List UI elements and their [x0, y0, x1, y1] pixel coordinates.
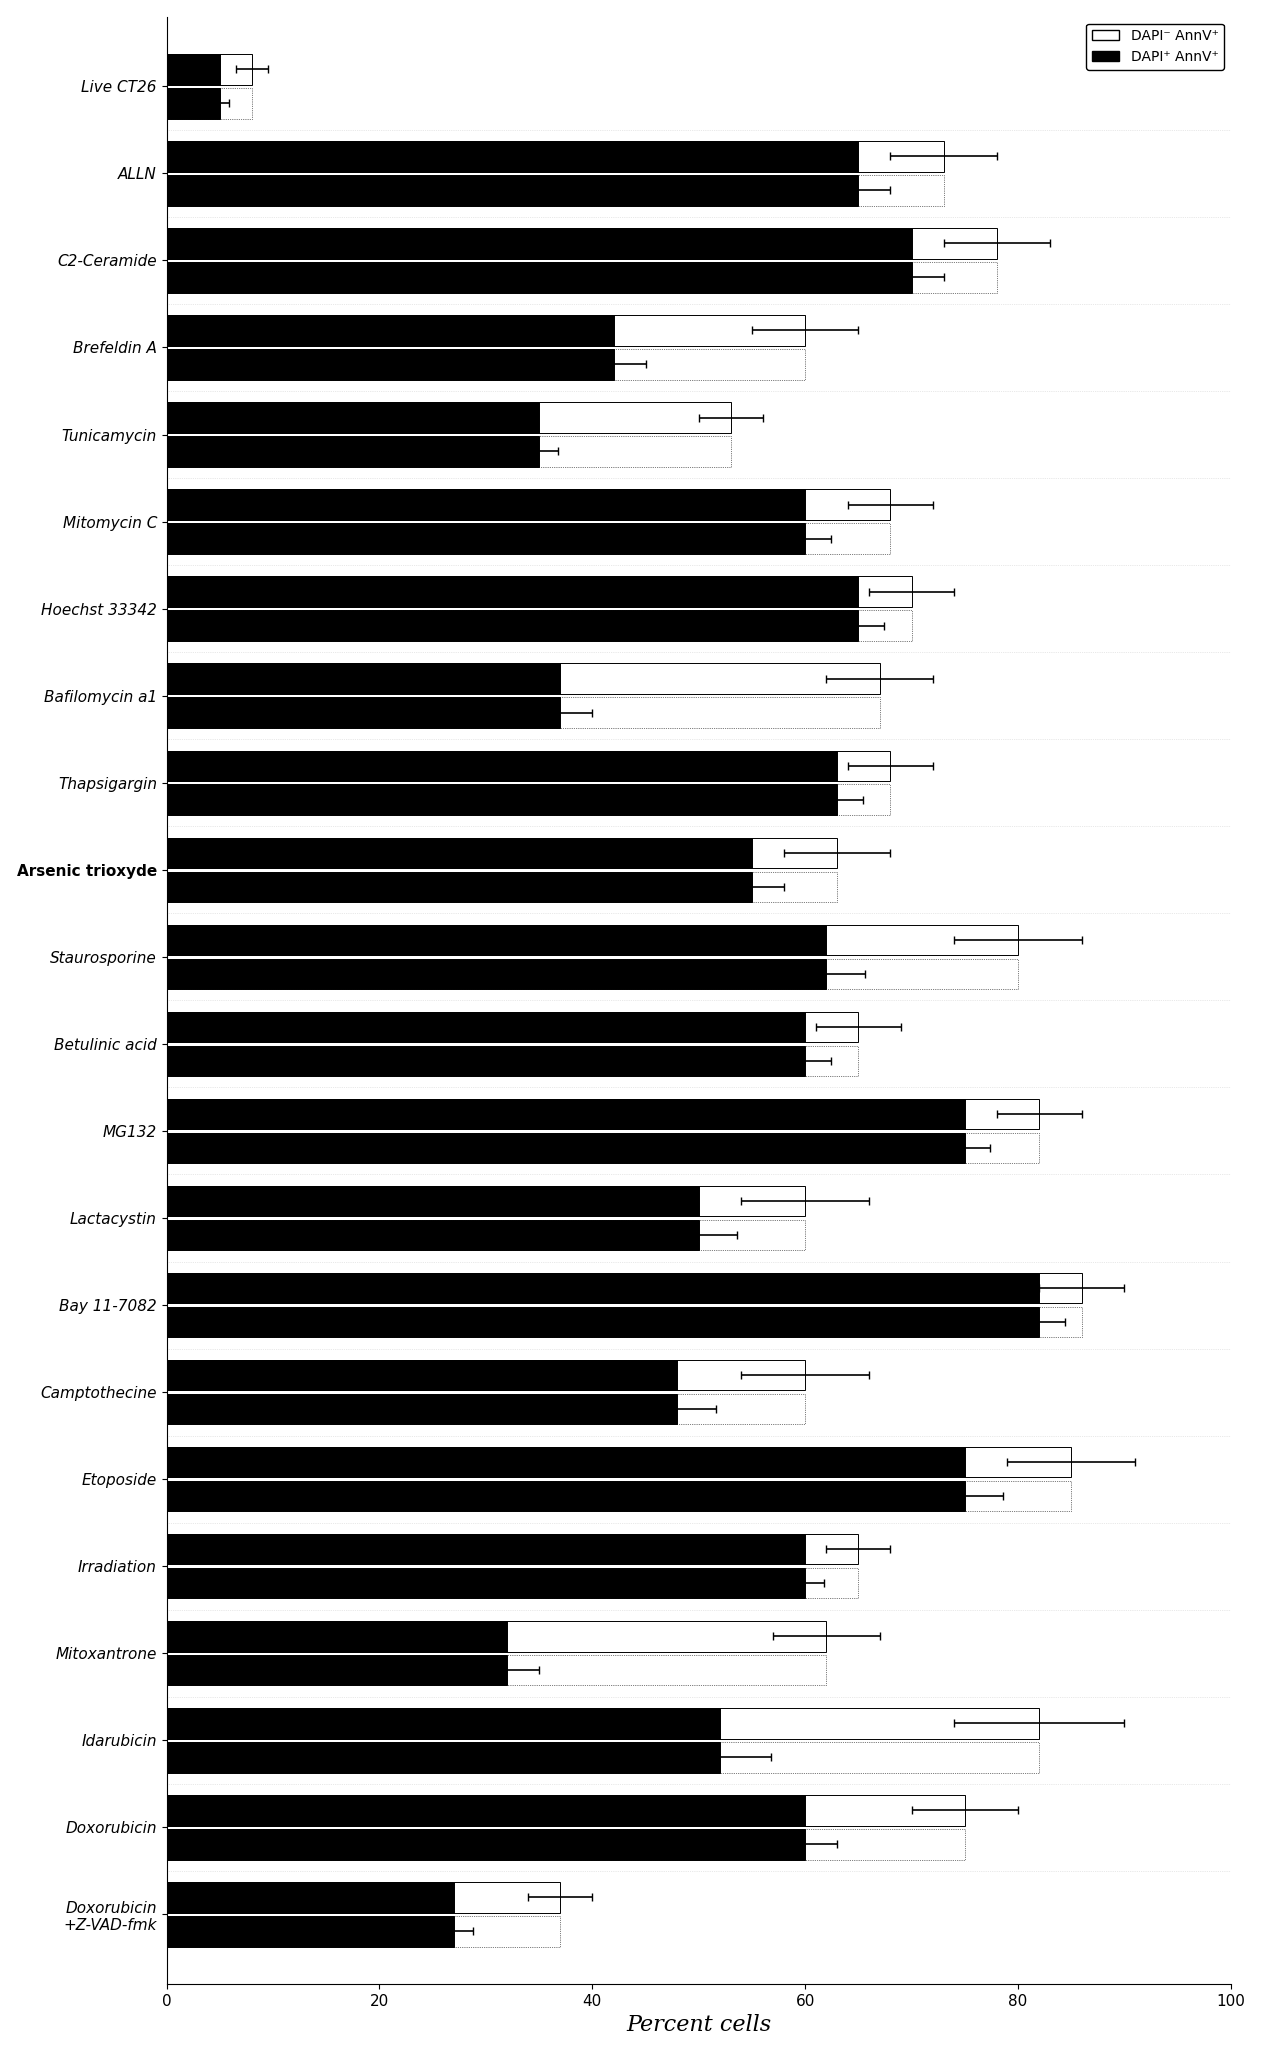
Bar — [167, 1534, 805, 1564]
Bar — [167, 349, 613, 380]
Bar — [167, 402, 539, 433]
Bar — [167, 959, 1018, 990]
Bar — [167, 784, 837, 815]
Bar — [167, 698, 560, 729]
Bar — [167, 663, 880, 694]
Bar — [167, 1743, 1040, 1772]
Bar — [167, 577, 858, 608]
Bar — [167, 1915, 454, 1946]
Bar — [167, 1012, 858, 1043]
Bar — [167, 316, 613, 345]
Bar — [167, 524, 805, 554]
Bar — [167, 1359, 805, 1390]
Bar — [167, 316, 805, 345]
Bar — [167, 175, 944, 205]
Bar — [167, 435, 539, 466]
Bar — [167, 489, 805, 519]
Bar — [167, 1743, 721, 1772]
Bar — [167, 610, 911, 641]
Bar — [167, 228, 911, 259]
Bar — [167, 88, 252, 119]
Bar — [167, 263, 911, 294]
Bar — [167, 1708, 1040, 1739]
Bar — [167, 577, 911, 608]
Bar — [167, 1480, 1071, 1511]
Bar — [167, 1829, 805, 1860]
Bar — [167, 663, 560, 694]
Bar — [167, 1012, 805, 1043]
Bar — [167, 53, 252, 84]
Bar — [167, 1480, 965, 1511]
Bar — [167, 1187, 699, 1215]
Bar — [167, 1187, 805, 1215]
Bar — [167, 1133, 965, 1164]
Bar — [167, 1045, 805, 1076]
Bar — [167, 175, 858, 205]
Bar — [167, 1098, 1040, 1129]
Bar — [167, 959, 827, 990]
Bar — [167, 1447, 965, 1478]
Bar — [167, 1219, 699, 1250]
Bar — [167, 873, 752, 901]
Bar — [167, 1568, 858, 1599]
Bar — [167, 1655, 827, 1686]
Bar — [167, 142, 944, 172]
Bar — [167, 524, 890, 554]
Bar — [167, 263, 997, 294]
Bar — [167, 924, 827, 955]
Bar — [167, 1655, 507, 1686]
Bar — [167, 53, 220, 84]
Bar — [167, 1273, 1040, 1304]
X-axis label: Percent cells: Percent cells — [626, 2014, 771, 2037]
Bar — [167, 1708, 721, 1739]
Bar — [167, 435, 731, 466]
Bar — [167, 1883, 560, 1913]
Bar — [167, 402, 731, 433]
Bar — [167, 1045, 858, 1076]
Bar — [167, 1394, 678, 1425]
Bar — [167, 142, 858, 172]
Bar — [167, 698, 880, 729]
Bar — [167, 1794, 965, 1825]
Bar — [167, 1915, 560, 1946]
Bar — [167, 751, 890, 780]
Bar — [167, 228, 997, 259]
Bar — [167, 1534, 858, 1564]
Bar — [167, 1794, 805, 1825]
Bar — [167, 1273, 1082, 1304]
Bar — [167, 1394, 805, 1425]
Bar — [167, 873, 837, 901]
Bar — [167, 1133, 1040, 1164]
Bar — [167, 1622, 827, 1651]
Bar — [167, 489, 890, 519]
Bar — [167, 924, 1018, 955]
Bar — [167, 1829, 965, 1860]
Bar — [167, 838, 837, 868]
Bar — [167, 1622, 507, 1651]
Bar — [167, 1359, 678, 1390]
Bar — [167, 1308, 1040, 1337]
Bar — [167, 838, 752, 868]
Bar — [167, 784, 890, 815]
Bar — [167, 1568, 805, 1599]
Bar — [167, 751, 837, 780]
Legend: DAPI⁻ AnnV⁺, DAPI⁺ AnnV⁺: DAPI⁻ AnnV⁺, DAPI⁺ AnnV⁺ — [1087, 25, 1224, 70]
Bar — [167, 610, 858, 641]
Bar — [167, 88, 220, 119]
Bar — [167, 1447, 1071, 1478]
Bar — [167, 1098, 965, 1129]
Bar — [167, 1308, 1082, 1337]
Bar — [167, 1219, 805, 1250]
Bar — [167, 1883, 454, 1913]
Bar — [167, 349, 805, 380]
